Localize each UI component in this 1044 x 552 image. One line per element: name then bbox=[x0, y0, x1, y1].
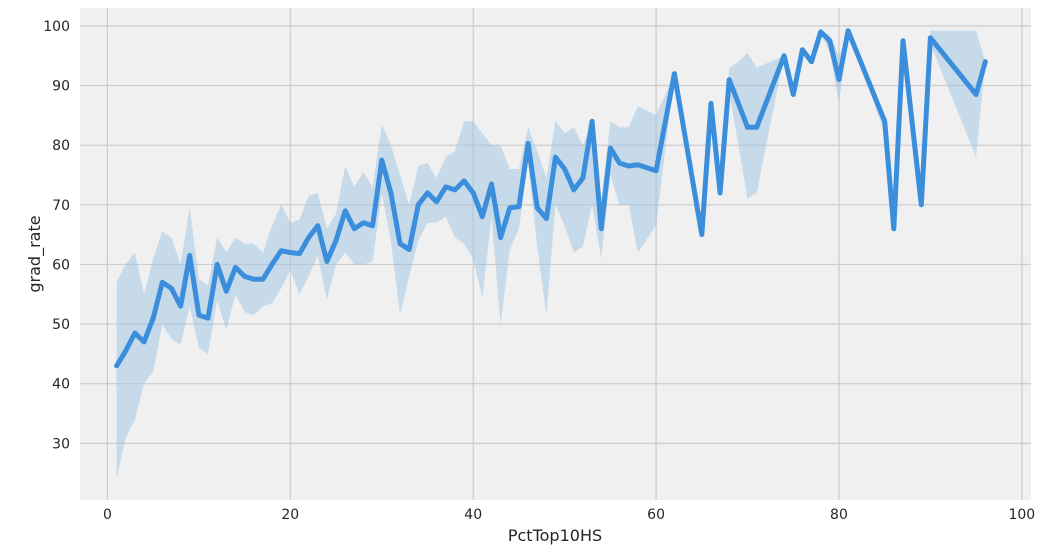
y-tick-label: 80 bbox=[52, 138, 70, 154]
y-tick-label: 100 bbox=[43, 19, 70, 35]
confidence-band-layer bbox=[116, 30, 986, 480]
y-tick-label: 50 bbox=[52, 317, 70, 333]
y-tick-label: 60 bbox=[52, 257, 70, 273]
y-tick-label: 40 bbox=[52, 377, 70, 393]
y-axis-label: grad_rate bbox=[25, 215, 45, 292]
x-tick-label: 40 bbox=[464, 507, 482, 523]
x-tick-label: 20 bbox=[281, 507, 299, 523]
x-tick-label: 60 bbox=[647, 507, 665, 523]
x-axis-label: PctTop10HS bbox=[508, 526, 602, 545]
y-tick-label: 30 bbox=[52, 436, 70, 452]
series-line bbox=[114, 28, 988, 369]
y-tick-label: 70 bbox=[52, 198, 70, 214]
x-tick-label: 0 bbox=[103, 507, 112, 523]
x-tick-label: 100 bbox=[1008, 507, 1035, 523]
series-line-layer bbox=[114, 28, 988, 369]
confidence-band bbox=[116, 30, 986, 480]
x-tick-label: 80 bbox=[830, 507, 848, 523]
tick-labels: 0 20 40 60 80 100 30 40 50 60 70 80 90 100 bbox=[43, 19, 1035, 523]
y-tick-label: 90 bbox=[52, 79, 70, 95]
